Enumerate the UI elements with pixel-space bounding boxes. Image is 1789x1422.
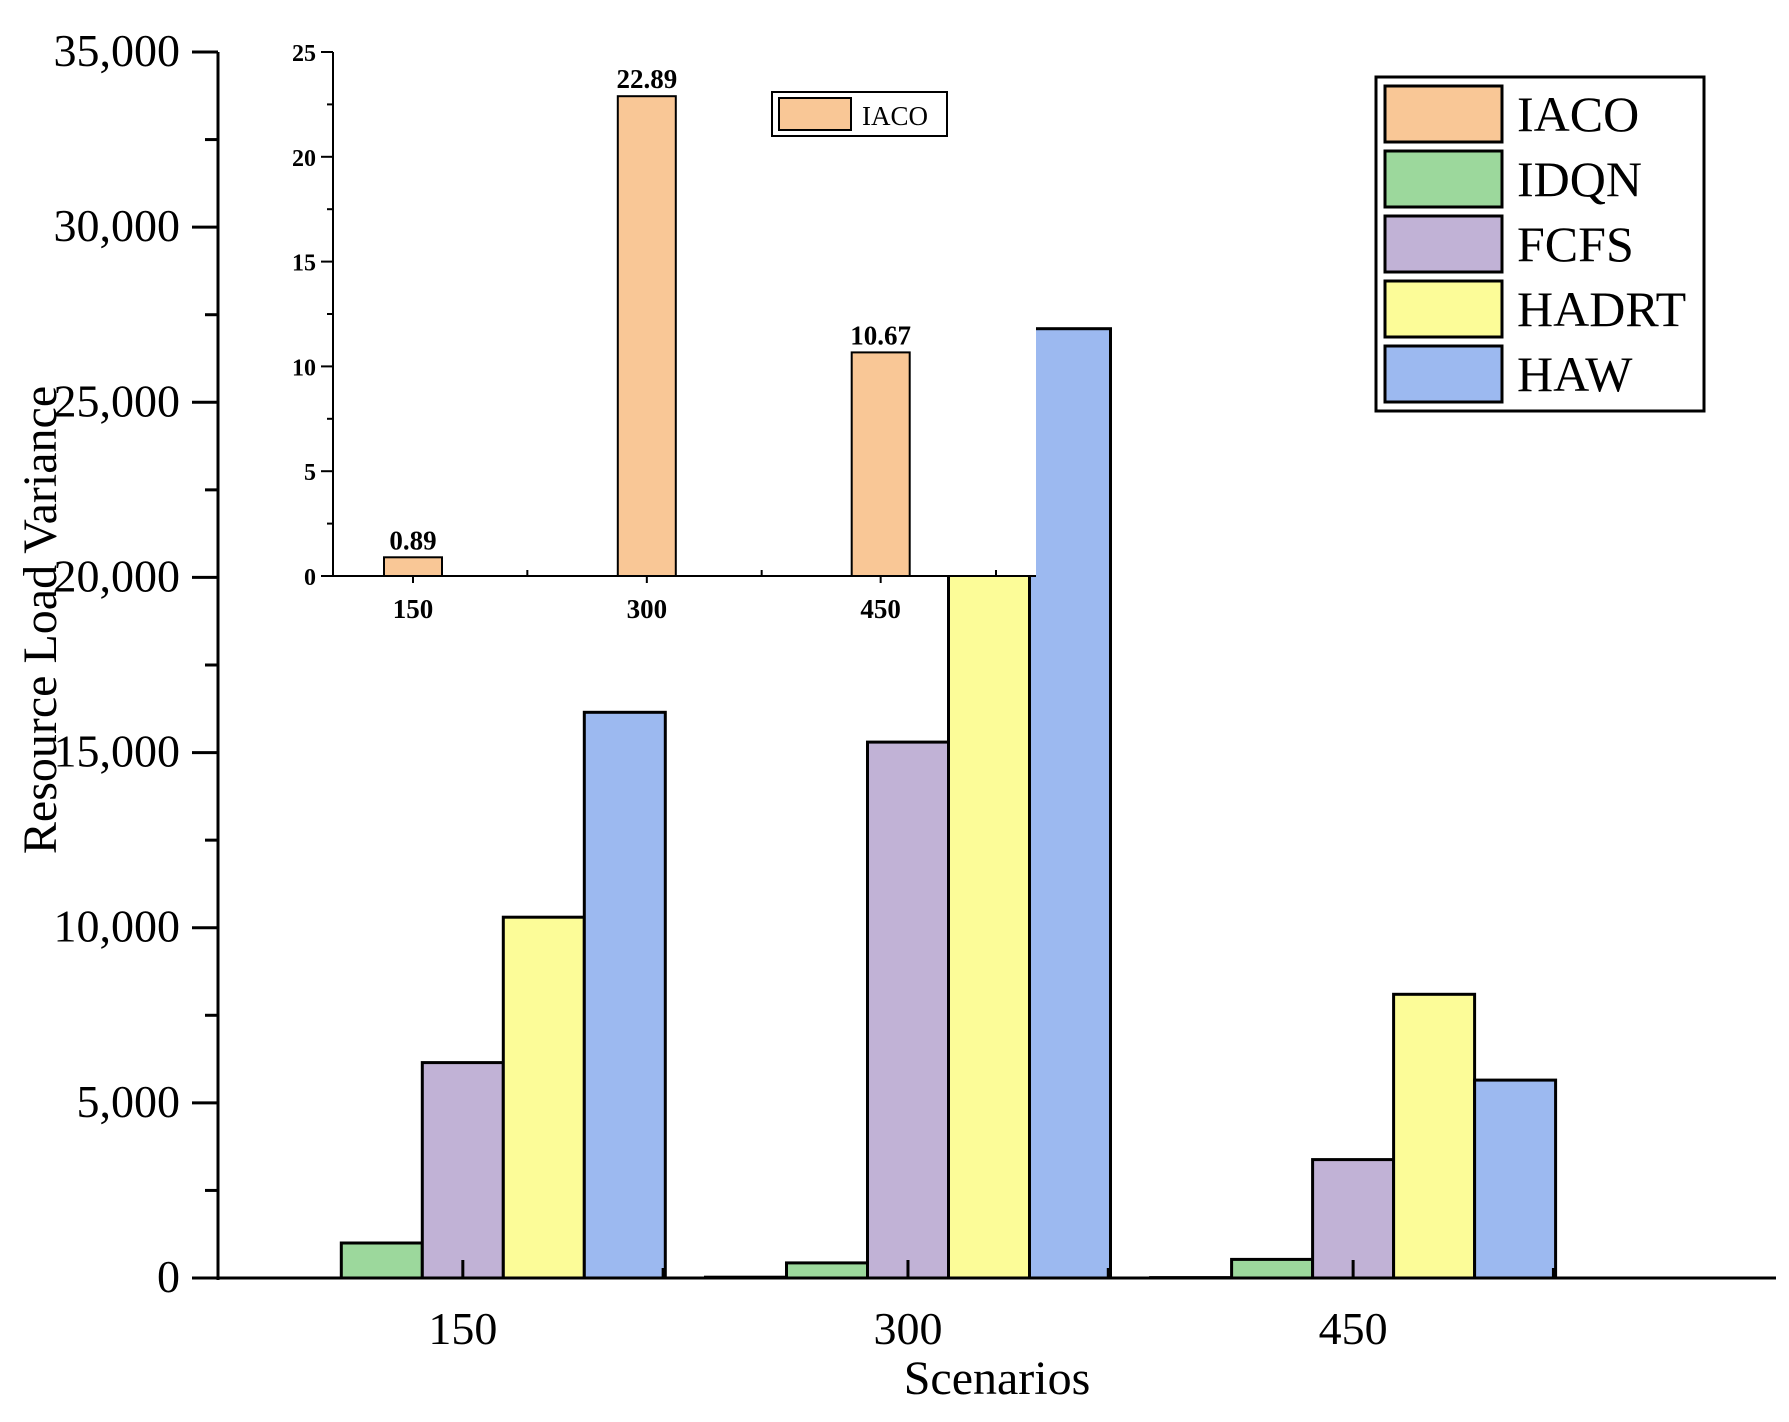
inset-chart: 0.89 150 22.89 300 10.67 450 0 5 10 15 20 25 IACO bbox=[292, 41, 1036, 624]
y-tick-label: 35,000 bbox=[54, 25, 181, 76]
inset-x-tick-label: 450 bbox=[860, 594, 901, 624]
bar-idqn-150 bbox=[339, 1241, 424, 1280]
x-tick-label: 150 bbox=[428, 1303, 497, 1354]
inset-bar-iaco-300 bbox=[616, 95, 677, 577]
legend: IACO IDQN FCFS HADRT HAW bbox=[1374, 75, 1706, 413]
y-tick-label: 5,000 bbox=[77, 1076, 181, 1127]
bar-hadrt-450 bbox=[1392, 992, 1477, 1280]
x-axis-title: Scenarios bbox=[904, 1352, 1091, 1405]
x-tick-label: 300 bbox=[873, 1303, 942, 1354]
y-tick-label: 15,000 bbox=[54, 726, 181, 777]
inset-bar-iaco-450 bbox=[850, 351, 911, 577]
inset-legend-label-iaco: IACO bbox=[862, 101, 928, 131]
inset-data-label: 0.89 bbox=[389, 525, 436, 555]
legend-swatch-hadrt bbox=[1383, 279, 1504, 339]
bar-fcfs-300 bbox=[866, 740, 950, 1280]
legend-swatch-iaco bbox=[1383, 84, 1504, 144]
bar-haw-450 bbox=[1473, 1078, 1558, 1280]
y-tick-label: 25,000 bbox=[54, 375, 181, 426]
bar-idqn-450 bbox=[1230, 1257, 1315, 1280]
bar-haw-300 bbox=[1028, 327, 1112, 1280]
y-tick-label: 10,000 bbox=[54, 901, 181, 952]
inset-y-tick-label: 25 bbox=[292, 41, 316, 67]
inset-y-tick-label: 10 bbox=[292, 355, 316, 381]
bar-fcfs-450 bbox=[1311, 1158, 1396, 1280]
inset-x-tick-label: 300 bbox=[627, 594, 668, 624]
y-axis-title: Resource Load Variance bbox=[14, 386, 67, 854]
inset-legend: IACO bbox=[771, 91, 948, 137]
legend-swatch-fcfs bbox=[1383, 214, 1504, 274]
legend-label-haw: HAW bbox=[1517, 346, 1633, 402]
inset-y-tick-label: 15 bbox=[292, 251, 316, 277]
inset-bar-iaco-150 bbox=[383, 556, 443, 577]
legend-swatch-idqn bbox=[1383, 149, 1504, 209]
bar-haw-150 bbox=[582, 710, 667, 1280]
legend-label-iaco: IACO bbox=[1517, 86, 1639, 142]
inset-y-tick-label: 0 bbox=[304, 565, 316, 591]
inset-y-tick-label: 5 bbox=[304, 460, 316, 486]
y-tick-label: 30,000 bbox=[54, 200, 181, 251]
inset-x-tick-label: 150 bbox=[393, 594, 434, 624]
inset-background bbox=[333, 50, 1036, 576]
main-chart: 0 5,000 10,000 15,000 20,000 25,000 30,000 35,0… bbox=[14, 25, 1776, 1405]
inset-y-tick-label: 20 bbox=[292, 146, 316, 172]
legend-label-idqn: IDQN bbox=[1517, 151, 1642, 207]
legend-label-fcfs: FCFS bbox=[1517, 216, 1634, 272]
bar-hadrt-150 bbox=[501, 915, 586, 1280]
bar-fcfs-150 bbox=[420, 1061, 505, 1280]
legend-label-hadrt: HADRT bbox=[1517, 281, 1686, 337]
inset-data-label: 10.67 bbox=[850, 320, 911, 350]
inset-data-label: 22.89 bbox=[616, 64, 677, 94]
y-tick-label: 0 bbox=[157, 1251, 180, 1302]
x-tick-label: 450 bbox=[1319, 1303, 1388, 1354]
y-tick-label: 20,000 bbox=[54, 550, 181, 601]
legend-swatch-haw bbox=[1383, 344, 1504, 404]
bar-idqn-300 bbox=[785, 1261, 869, 1280]
inset-legend-swatch-iaco bbox=[778, 97, 852, 131]
